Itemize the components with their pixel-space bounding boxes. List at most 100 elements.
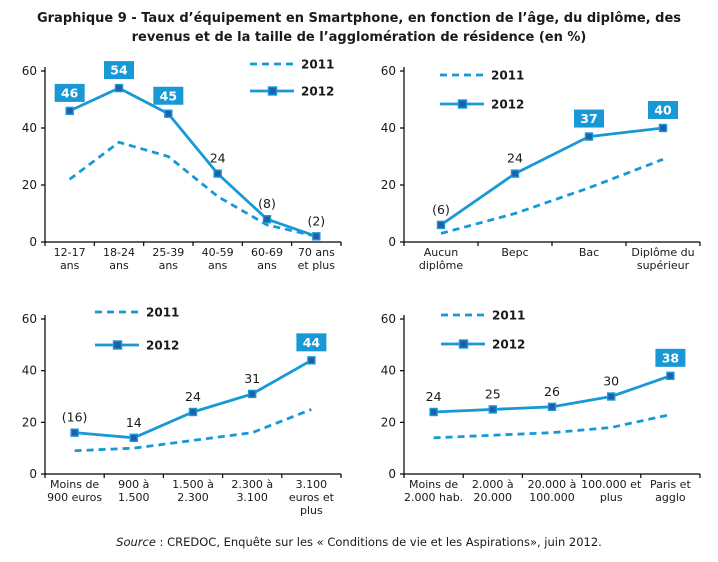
category-label: 2.300 à — [231, 478, 273, 491]
data-label: 26 — [544, 384, 560, 399]
category-label: Bepc — [501, 246, 528, 259]
category-label: 1.500 — [118, 491, 150, 504]
data-label: 45 — [160, 88, 177, 103]
category-label: Paris et — [650, 478, 691, 491]
data-label: (6) — [432, 202, 450, 217]
legend-2012-marker — [458, 339, 469, 349]
category-label: 3.100 — [236, 491, 268, 504]
category-label: ans — [257, 259, 277, 272]
category-label: 2.000 hab. — [404, 491, 463, 504]
legend-2011-label: 2011 — [146, 306, 179, 320]
data-label-box — [648, 101, 678, 119]
series-2011-line — [433, 413, 671, 440]
y-tick-label: 60 — [22, 312, 37, 326]
category-label: et plus — [298, 259, 336, 272]
category-label: Bac — [579, 246, 599, 259]
y-tick-label: 60 — [381, 64, 396, 78]
legend-2012-marker — [267, 86, 278, 96]
y-tick-label: 20 — [381, 415, 396, 429]
source-label: Source — [116, 535, 156, 549]
y-tick-label: 40 — [22, 121, 37, 135]
category-label: 40-59 — [202, 246, 234, 259]
category-label: ans — [109, 259, 129, 272]
data-label: 31 — [244, 371, 260, 386]
data-point-marker — [436, 220, 446, 230]
data-label-box — [153, 86, 184, 105]
series-2011-line — [74, 408, 312, 453]
figure-page: Graphique 9 - Taux d’équipement en Smart… — [0, 0, 718, 549]
category-label: ans — [159, 259, 179, 272]
category-label: plus — [600, 491, 623, 504]
figure-title-line1: Graphique 9 - Taux d’équipement en Smart… — [36, 11, 682, 26]
legend-2012-label: 2012 — [492, 338, 525, 352]
data-point-marker — [70, 428, 79, 437]
data-label: 24 — [185, 389, 201, 404]
y-tick-label: 0 — [388, 235, 396, 249]
legend-2011-label: 2011 — [491, 69, 524, 83]
data-point-marker — [164, 109, 173, 118]
data-point-marker — [488, 405, 498, 414]
figure-title-line2: revenus et de la taille de l’agglomérati… — [131, 30, 587, 45]
category-label: 1.500 à — [172, 478, 214, 491]
data-label: 24 — [507, 151, 523, 166]
y-tick-label: 0 — [29, 467, 37, 481]
data-label: 25 — [485, 386, 501, 401]
data-point-marker — [429, 407, 438, 417]
data-point-marker — [114, 83, 124, 93]
data-point-marker — [213, 169, 222, 178]
data-point-marker — [547, 402, 557, 412]
data-label: 37 — [580, 111, 597, 126]
data-point-marker — [584, 132, 594, 141]
category-label: 2.000 à — [472, 478, 514, 491]
category-label: 25-39 — [152, 246, 184, 259]
legend-2011-label: 2011 — [301, 58, 334, 72]
charts-grid: 0 20 40 60 12-17 ans 18-24 ans 25-39 ans 40-59 ans 6… — [0, 49, 718, 534]
category-label: 20.000 — [474, 491, 513, 504]
data-label: (2) — [307, 213, 325, 228]
data-label: 44 — [303, 335, 321, 350]
category-label: 100.000 — [529, 491, 575, 504]
category-label: diplôme — [419, 259, 464, 272]
y-tick-label: 20 — [22, 415, 37, 429]
legend-2011-label: 2011 — [492, 309, 525, 323]
data-point-marker — [666, 371, 675, 381]
series-2011-line — [68, 140, 317, 238]
data-label-box — [104, 61, 134, 80]
category-label: agglo — [655, 491, 686, 504]
data-label-box — [655, 348, 686, 367]
data-label: (16) — [62, 410, 88, 425]
y-tick-label: 0 — [29, 235, 37, 249]
category-label: 70 ans — [298, 246, 335, 259]
category-label: 18-24 — [103, 246, 135, 259]
category-label: 900 euros — [47, 491, 102, 504]
legend-2012-marker — [112, 340, 123, 350]
category-label: 20.000 à — [528, 478, 577, 491]
data-label: 24 — [210, 151, 226, 166]
legend-2012-marker — [457, 99, 468, 109]
category-label: ans — [208, 259, 228, 272]
data-label-box — [54, 83, 85, 102]
category-label: Diplôme du — [631, 246, 694, 259]
data-point-marker — [262, 214, 272, 224]
data-label: 30 — [603, 374, 619, 389]
legend-2012-label: 2012 — [301, 85, 334, 99]
category-label: 100.000 et — [581, 478, 642, 491]
source-text: : CREDOC, Enquête sur les « Conditions d… — [155, 535, 602, 549]
category-label: Moins de — [409, 478, 458, 491]
series-2012-line — [69, 86, 317, 238]
figure-title: Graphique 9 - Taux d’équipement en Smart… — [0, 0, 718, 47]
y-tick-label: 40 — [22, 364, 37, 378]
data-point-marker — [658, 123, 668, 133]
data-label: 38 — [662, 350, 679, 365]
data-label: 14 — [126, 415, 142, 430]
category-label: plus — [300, 504, 323, 517]
category-label: supérieur — [637, 259, 690, 272]
data-point-marker — [247, 389, 257, 399]
data-point-marker — [312, 232, 321, 241]
data-label: 24 — [426, 389, 442, 404]
source-note: Source : CREDOC, Enquête sur les « Condi… — [0, 535, 718, 549]
y-tick-label: 0 — [388, 467, 396, 481]
y-tick-label: 20 — [22, 178, 37, 192]
